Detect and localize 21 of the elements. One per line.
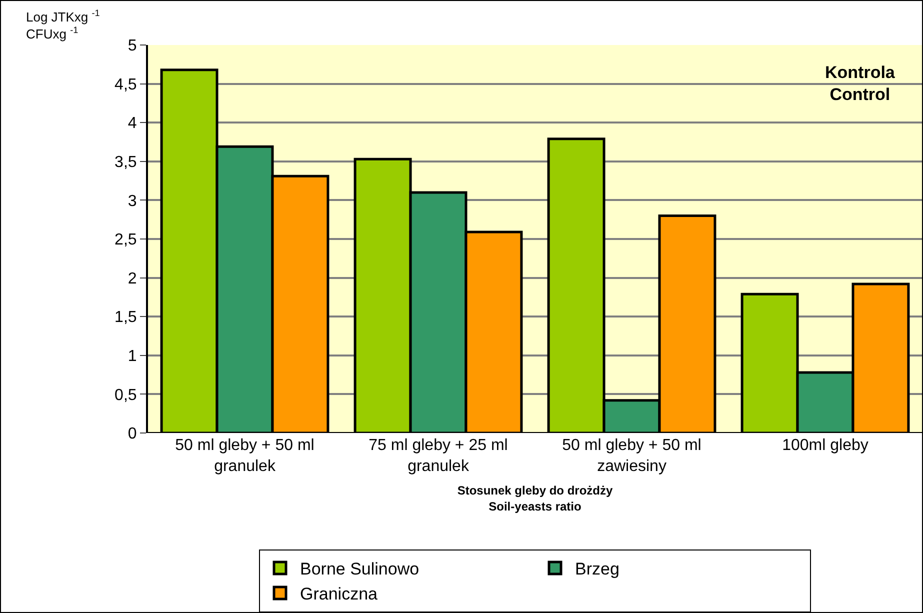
text: Log JTKxg $^{-1}$ CFUxg $^{-1}$ — [26, 8, 100, 42]
y-tick-label: 2 — [128, 270, 137, 288]
y-tick-label: 4 — [128, 115, 137, 132]
y-tick-label: 4,5 — [114, 76, 137, 94]
x-tick-label: 50 ml gleby + 50 ml zawiesiny — [562, 437, 702, 475]
y-tick-label: 1,5 — [114, 309, 137, 326]
annotation: Kontrola Control — [825, 63, 896, 104]
y-tick-label: 5 — [128, 38, 137, 55]
x-tick-label: 100ml gleby — [782, 437, 868, 454]
legend-label: Graniczna — [300, 584, 378, 604]
legend-label: Borne Sulinowo — [300, 560, 420, 579]
x-tick-label: 50 ml gleby + 50 ml granulek — [175, 437, 314, 475]
y-tick-label: 2,5 — [114, 232, 137, 249]
x-tick-label: 75 ml gleby + 25 ml granulek — [368, 437, 508, 475]
y-tick-label: 3,5 — [114, 154, 137, 171]
y-tick-label: 0 — [128, 426, 137, 443]
y-tick-label: 1 — [128, 348, 137, 365]
y-tick-label: 3 — [128, 192, 137, 210]
x-axis-title: Stosunek gleby do drożdży Soil-yeasts ratio — [457, 484, 613, 514]
y-tick-label: 0,5 — [114, 386, 137, 404]
legend-label: Brzeg — [575, 560, 620, 579]
